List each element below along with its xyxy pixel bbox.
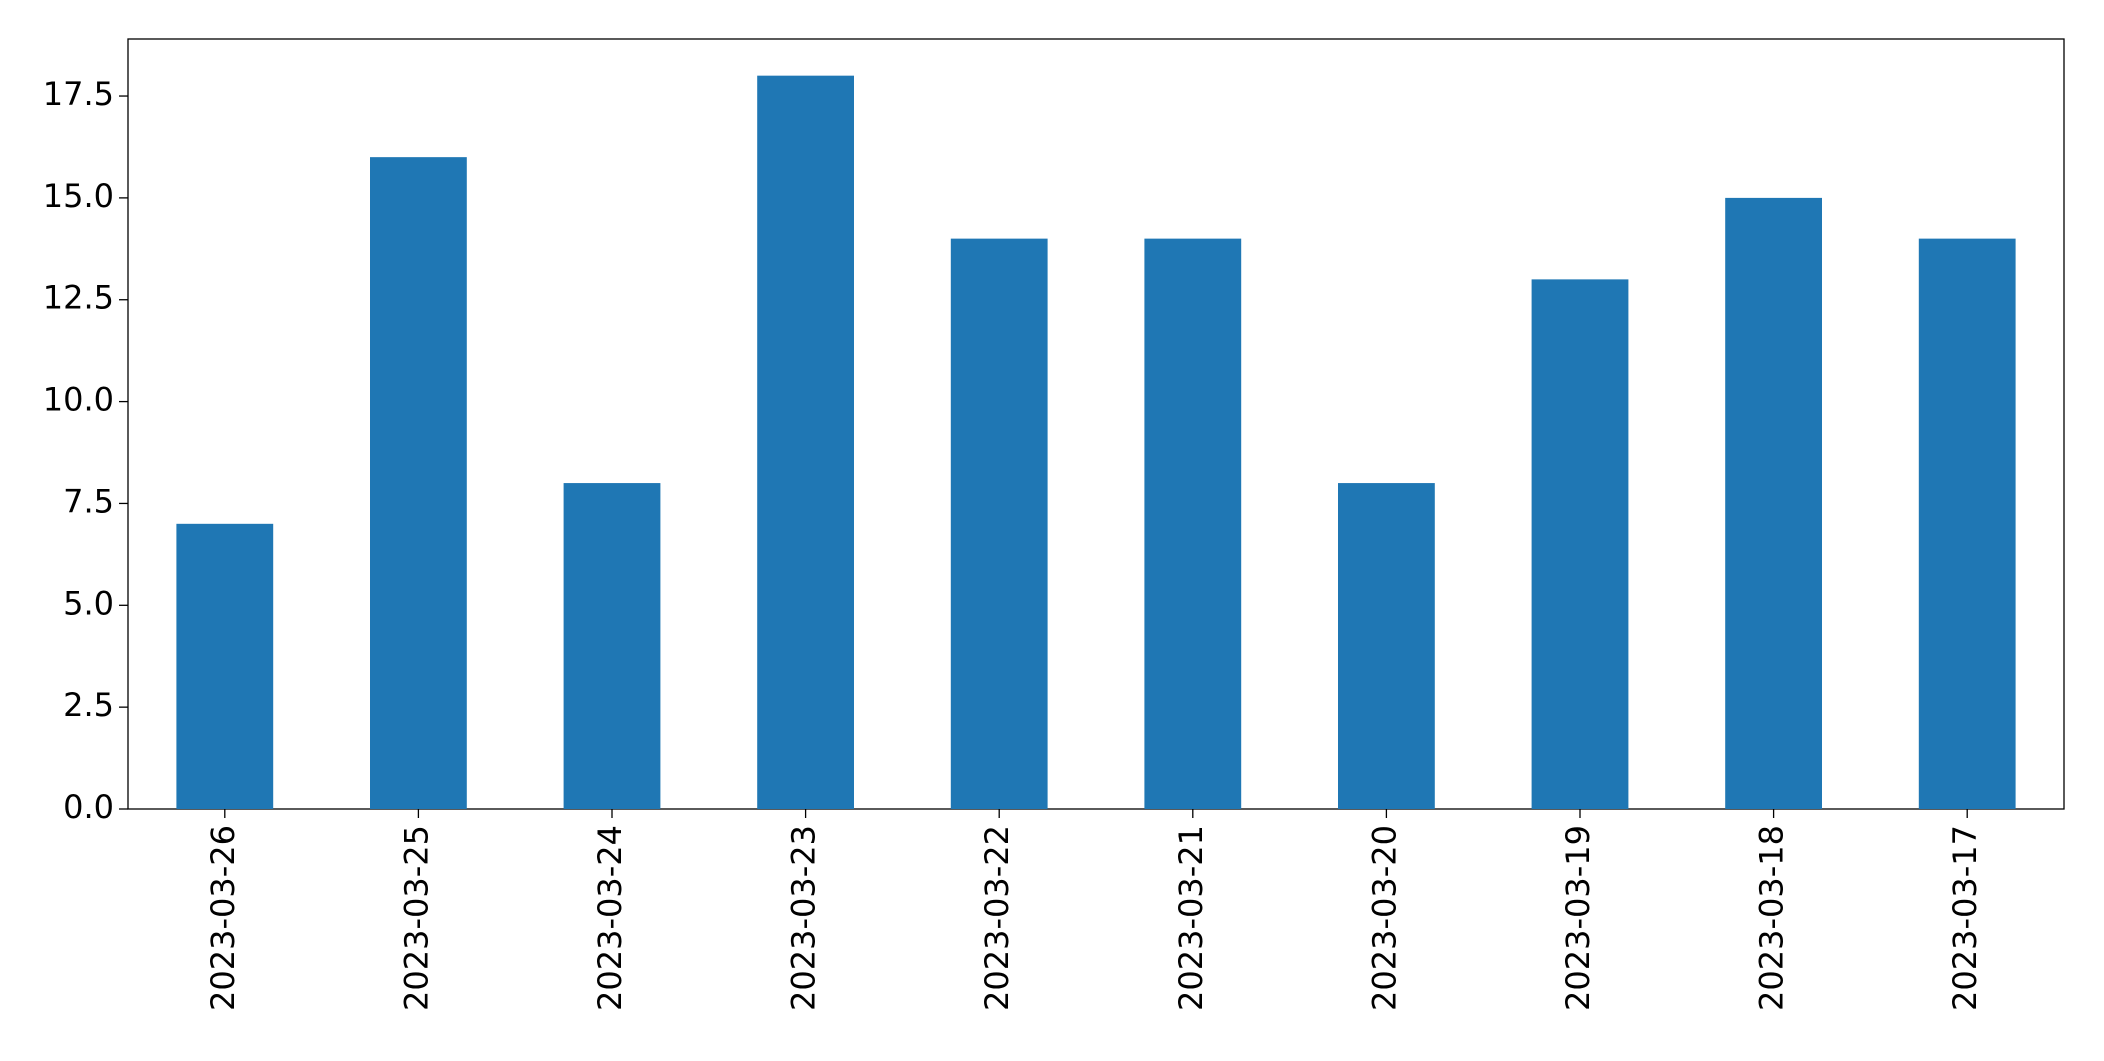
y-tick-label: 10.0 — [43, 381, 114, 419]
bar — [370, 157, 467, 810]
bar — [1725, 197, 1822, 809]
y-tick-label: 5.0 — [63, 584, 114, 622]
y-tick-label: 17.5 — [43, 75, 114, 113]
x-tick-label: 2023-03-23 — [785, 825, 823, 1011]
bar — [757, 75, 854, 809]
bar — [1531, 279, 1629, 809]
bar — [1144, 238, 1242, 809]
x-tick-label: 2023-03-21 — [1172, 825, 1210, 1011]
x-tick-label: 2023-03-20 — [1365, 825, 1403, 1011]
plot-frame — [127, 38, 2065, 810]
x-tick-label: 2023-03-25 — [397, 825, 435, 1011]
bar — [176, 523, 274, 809]
y-tick-label: 12.5 — [43, 279, 114, 317]
x-tick-label: 2023-03-17 — [1946, 825, 1984, 1011]
bar — [1918, 238, 2016, 809]
bar — [1338, 483, 1435, 809]
bar — [563, 483, 661, 809]
y-tick-label: 0.0 — [63, 788, 114, 826]
y-tick-label: 2.5 — [63, 686, 114, 724]
bar — [950, 238, 1048, 809]
x-tick-label: 2023-03-19 — [1559, 825, 1597, 1011]
y-tick-label: 7.5 — [63, 482, 114, 520]
x-tick-label: 2023-03-22 — [978, 825, 1016, 1011]
x-tick-label: 2023-03-26 — [204, 825, 242, 1011]
x-tick-label: 2023-03-24 — [591, 825, 629, 1011]
y-tick-label: 15.0 — [43, 177, 114, 215]
x-tick-label: 2023-03-18 — [1753, 825, 1791, 1011]
